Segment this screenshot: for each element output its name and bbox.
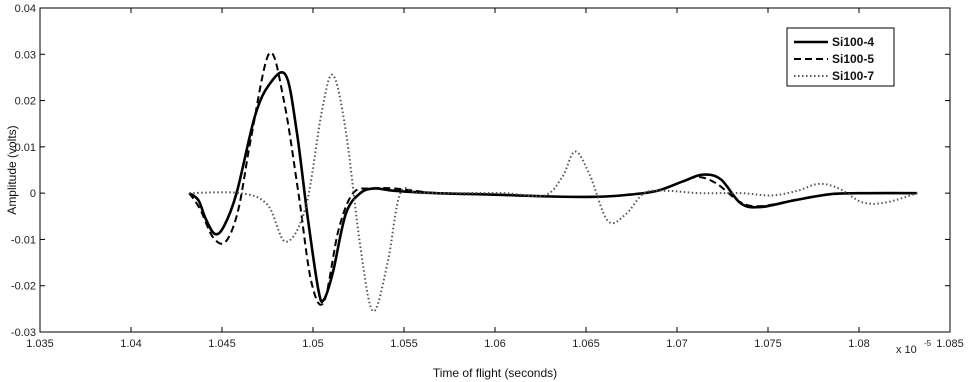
- y-tick-label: 0: [30, 188, 36, 200]
- legend-box: [786, 27, 895, 87]
- y-tick-label: 0.02: [15, 96, 36, 108]
- x-tick-label: 1.045: [208, 338, 236, 350]
- x-tick-label: 1.075: [754, 338, 782, 350]
- x-tick-label: 1.065: [572, 338, 600, 350]
- series-layer: [188, 51, 918, 313]
- y-tick-label: -0.02: [11, 281, 36, 293]
- legend: Si100-4 Si100-5 Si100-7: [786, 27, 895, 87]
- x-axis-title: Time of flight (seconds): [433, 366, 557, 380]
- ticks-layer: 1.035 1.04 1.045 1.05 1.055 1.06 1.065 1.07 1.07…: [11, 3, 964, 350]
- x-tick-label: 1.08: [848, 338, 869, 350]
- y-tick-label: -0.01: [11, 234, 36, 246]
- x-tick-label: 1.07: [666, 338, 687, 350]
- y-tick-label: 0.04: [15, 3, 36, 15]
- x-tick-label: 1.05: [302, 338, 323, 350]
- legend-label-si100-4: Si100-4: [832, 35, 874, 49]
- x-exponent-power: -5: [924, 339, 932, 348]
- legend-label-si100-5: Si100-5: [832, 52, 874, 66]
- y-tick-label: 0.01: [15, 142, 36, 154]
- x-tick-label: 1.055: [390, 338, 418, 350]
- legend-label-si100-7: Si100-7: [832, 69, 874, 83]
- y-axis-title: Amplitude (volts): [5, 125, 19, 214]
- x-exponent-label: x 10: [896, 344, 917, 356]
- series-line-si100-5: [188, 51, 918, 306]
- x-tick-label: 1.04: [120, 338, 141, 350]
- y-tick-label: -0.03: [11, 327, 36, 339]
- x-tick-label: 1.035: [26, 338, 54, 350]
- x-tick-label: 1.06: [484, 338, 505, 350]
- x-tick-label: 1.085: [936, 338, 964, 350]
- y-tick-label: 0.03: [15, 49, 36, 61]
